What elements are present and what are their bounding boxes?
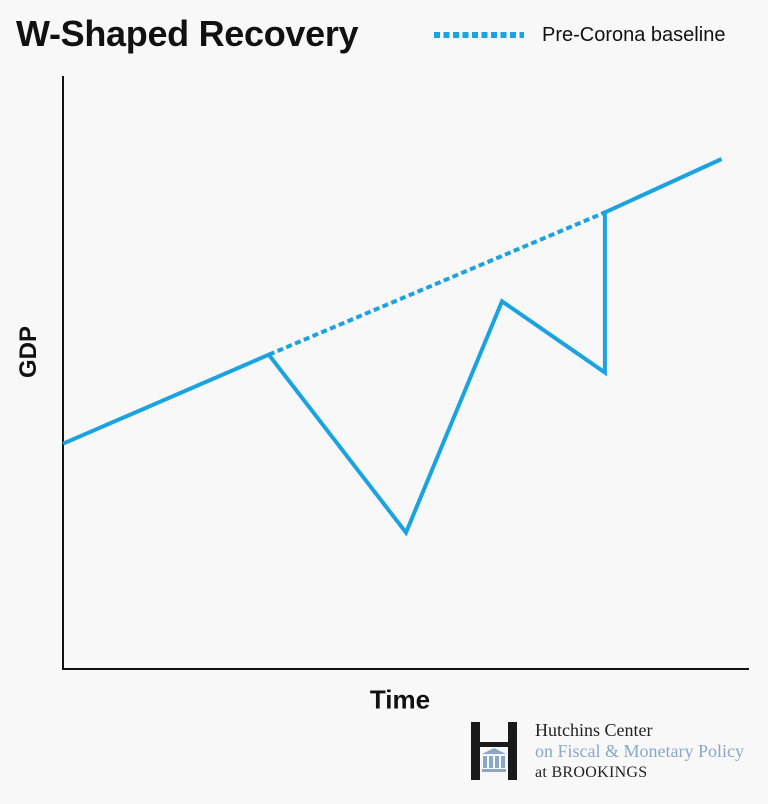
series-line-actual: [62, 157, 723, 537]
series-line-baseline: [268, 210, 606, 357]
logo-line-fiscal-monetary-policy: on Fiscal & Monetary Policy: [535, 741, 744, 761]
logo-line-at-brookings: at BROOKINGS: [535, 764, 648, 781]
y-axis-label: GDP: [15, 325, 42, 379]
chart-title: W-Shaped Recovery: [16, 13, 359, 54]
x-axis-label: Time: [369, 684, 431, 715]
hutchins-center-logo: Hutchins Center on Fiscal & Monetary Pol…: [471, 720, 761, 782]
hutchins-h-logo-icon: [471, 722, 517, 780]
legend-label-baseline: Pre-Corona baseline: [542, 23, 726, 46]
series-layer: [62, 157, 723, 537]
legend: Pre-Corona baseline: [434, 20, 725, 50]
logo-text: Hutchins Center on Fiscal & Monetary Pol…: [535, 720, 744, 783]
legend-swatch-dotted-line: [434, 32, 524, 38]
logo-line-hutchins-center: Hutchins Center: [535, 720, 653, 740]
